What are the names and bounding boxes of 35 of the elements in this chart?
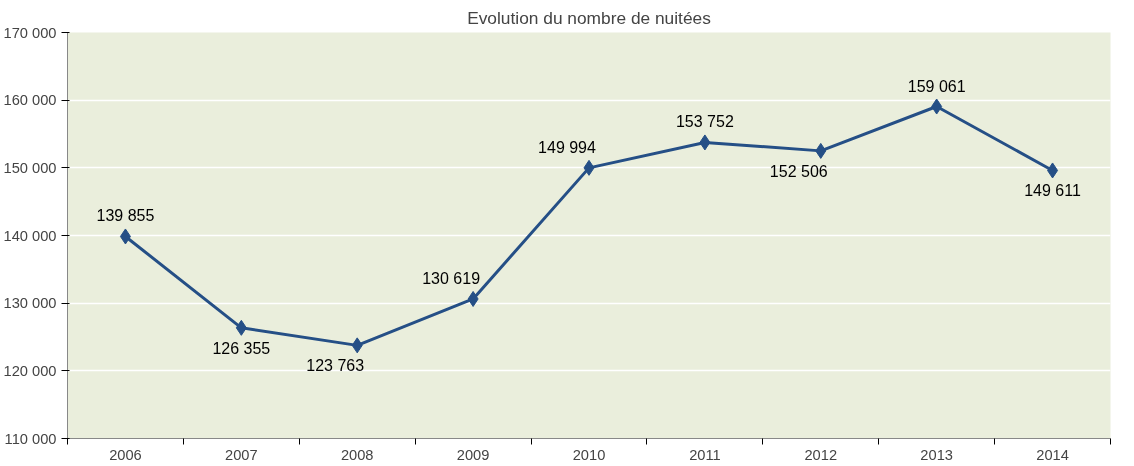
x-tick-label: 2009 — [456, 446, 490, 463]
y-tick-label: 170 000 — [3, 24, 57, 41]
y-tick-label: 110 000 — [4, 430, 57, 447]
text: 149 994 — [538, 138, 596, 156]
x-tick-label: 2012 — [804, 446, 838, 463]
point — [467, 290, 479, 307]
x-tick-label: 2007 — [225, 446, 258, 463]
x-tick-label: 2006 — [109, 446, 142, 463]
text: 153 752 — [675, 113, 734, 131]
x-tick-label: 2010 — [572, 446, 606, 463]
y-tick-label: 150 000 — [3, 159, 57, 176]
text: 126 355 — [212, 339, 271, 357]
point — [1047, 162, 1059, 179]
chart-title: Evolution du nombre de nuitées — [467, 7, 712, 28]
x-tick-label: 2008 — [340, 446, 374, 463]
x-tick-label: 2014 — [1036, 446, 1069, 463]
text: 149 611 — [1024, 182, 1081, 200]
y-tick-label: 130 000 — [3, 295, 57, 312]
text: 123 763 — [306, 357, 365, 375]
point — [235, 319, 247, 336]
point — [583, 159, 595, 176]
y-tick-label: 140 000 — [3, 227, 57, 244]
point — [119, 228, 131, 245]
x-tick-label: 2011 — [689, 446, 721, 463]
text: 159 061 — [907, 77, 966, 95]
y-tick-label: 120 000 — [3, 362, 57, 379]
point — [351, 337, 363, 354]
point — [699, 134, 711, 151]
text: 130 619 — [422, 269, 481, 287]
text: 139 855 — [96, 207, 155, 225]
point — [815, 142, 827, 159]
y-tick-label: 160 000 — [3, 92, 57, 109]
text: 152 506 — [769, 162, 828, 180]
point — [931, 98, 943, 115]
x-tick-label: 2013 — [920, 446, 953, 463]
